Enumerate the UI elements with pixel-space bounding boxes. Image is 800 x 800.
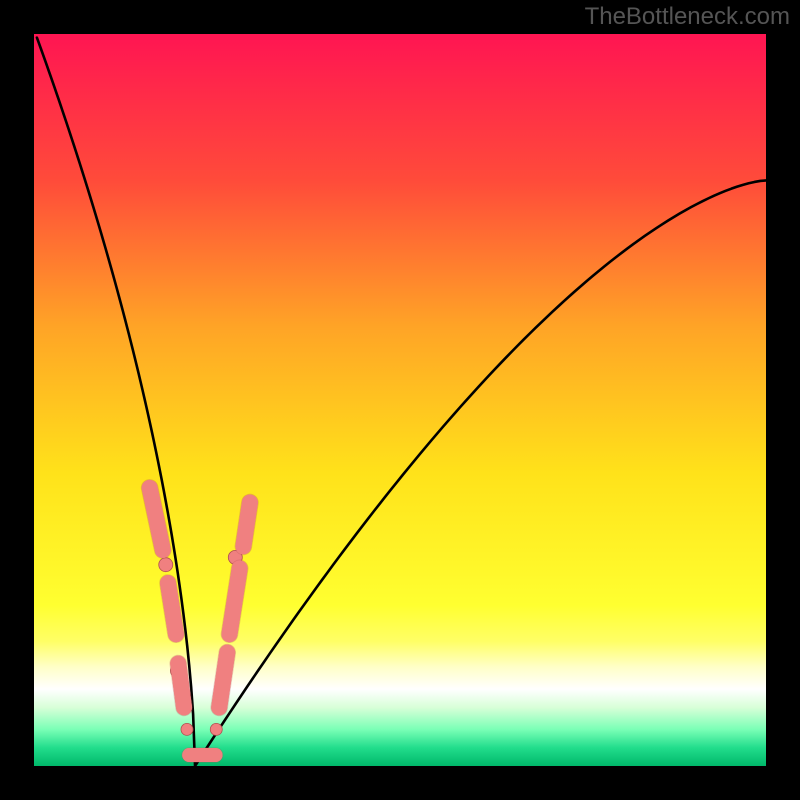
marker-dot xyxy=(181,723,193,735)
marker-pill-fill xyxy=(229,568,239,634)
marker-pill-fill xyxy=(178,664,184,708)
marker-dot xyxy=(210,723,222,735)
bottleneck-chart: TheBottleneck.com xyxy=(0,0,800,800)
watermark-text: TheBottleneck.com xyxy=(585,3,790,30)
marker-pill-fill xyxy=(168,583,176,634)
marker-pill-fill xyxy=(243,502,250,546)
chart-svg: TheBottleneck.com xyxy=(0,0,800,800)
marker-pill-fill xyxy=(219,653,227,708)
marker-dot xyxy=(159,558,173,572)
